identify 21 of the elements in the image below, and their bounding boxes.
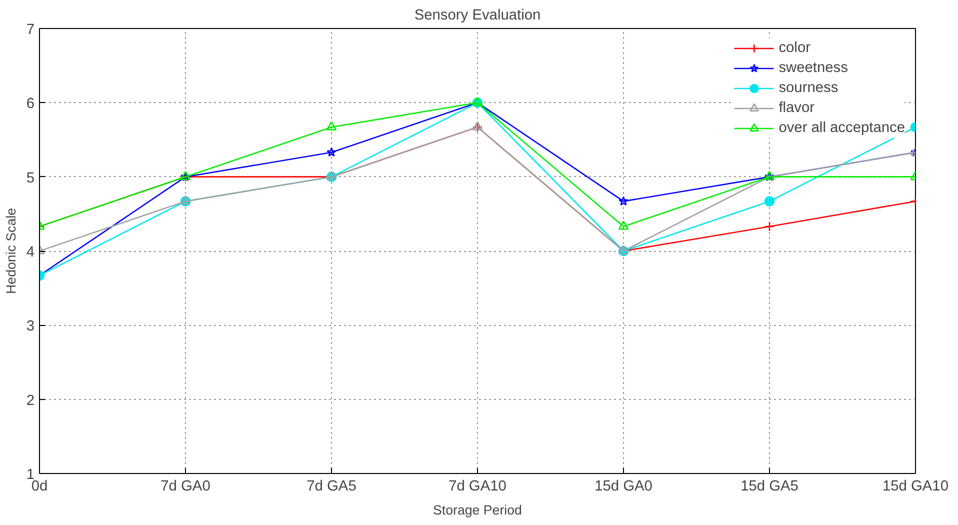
legend-label: over all acceptance xyxy=(778,120,905,136)
x-tick-label: 15d GA0 xyxy=(594,478,652,494)
legend-label: color xyxy=(778,40,810,56)
x-tick-label: 15d GA10 xyxy=(882,478,949,494)
legend-label: sourness xyxy=(778,80,838,96)
y-tick-label: 7 xyxy=(26,22,35,38)
x-tick-label: 0d xyxy=(31,478,48,494)
x-axis-title: Storage Period xyxy=(433,502,522,518)
y-tick-label: 6 xyxy=(26,96,35,112)
y-axis-title: Hedonic Scale xyxy=(3,208,18,294)
y-tick-label: 3 xyxy=(26,318,35,335)
legend-label: flavor xyxy=(778,100,815,116)
x-tick-label: 7d GA0 xyxy=(160,478,210,494)
x-tick-label: 7d GA5 xyxy=(306,478,356,494)
x-tick-label: 15d GA5 xyxy=(740,478,798,494)
x-tick-label: 7d GA10 xyxy=(448,478,506,494)
legend-label: sweetness xyxy=(778,60,848,76)
y-tick-label: 4 xyxy=(26,244,35,260)
y-tick-label: 5 xyxy=(26,170,35,186)
y-tick-label: 2 xyxy=(26,392,35,409)
chart-title: Sensory Evaluation xyxy=(414,8,541,24)
